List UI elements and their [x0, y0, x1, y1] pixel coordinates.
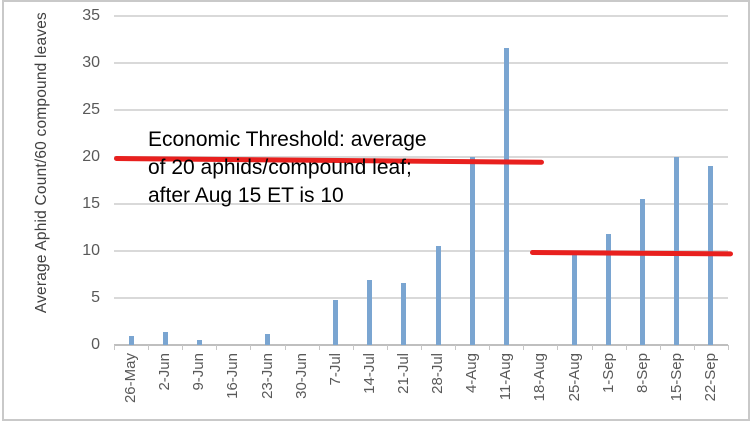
x-axis-tick	[489, 345, 491, 350]
x-axis-tick	[250, 345, 252, 350]
bar	[333, 299, 339, 345]
bar	[367, 280, 373, 345]
threshold-annotation: Economic Threshold: average of 20 aphids…	[148, 126, 427, 210]
x-tick-label: 1-Sep	[599, 353, 617, 394]
annotation-line-1: Economic Threshold: average	[148, 128, 427, 151]
x-axis-tick	[693, 345, 695, 350]
gridline	[114, 62, 728, 64]
x-axis-tick	[182, 345, 184, 350]
bar	[606, 234, 612, 345]
x-tick-label: 21-Jul	[394, 353, 412, 394]
x-axis-tick	[352, 345, 354, 350]
x-axis-tick	[625, 345, 627, 350]
x-tick-label: 15-Sep	[667, 353, 685, 402]
bar	[572, 252, 577, 345]
x-axis-tick	[421, 345, 422, 350]
annotation-line-3: after Aug 15 ET is 10	[148, 184, 344, 207]
bar	[401, 282, 407, 345]
economic-threshold-10	[530, 249, 734, 256]
x-tick-label: 30-Jun	[292, 353, 310, 399]
x-tick-label: 25-Aug	[565, 353, 583, 402]
y-tick-label: 15	[82, 195, 100, 212]
gridline	[114, 250, 728, 252]
y-tick-label: 35	[82, 7, 100, 24]
x-axis-tick	[591, 345, 593, 350]
gridline	[114, 15, 728, 17]
gridline	[114, 156, 728, 158]
x-tick-label: 4-Aug	[463, 353, 481, 394]
y-tick-label: 20	[82, 148, 100, 165]
y-tick-label: 0	[91, 336, 100, 353]
x-axis-tick	[216, 345, 218, 350]
y-tick-label: 30	[82, 54, 100, 71]
y-tick-label: 25	[82, 101, 100, 118]
bar	[435, 246, 441, 345]
x-tick-label: 23-Jun	[258, 353, 276, 399]
bar	[162, 331, 168, 345]
x-axis-tick	[284, 345, 286, 350]
x-tick-label: 16-Jun	[224, 353, 242, 399]
x-tick-label: 7-Jul	[326, 353, 344, 386]
x-tick-label: 26-May	[122, 353, 140, 404]
gridline	[114, 297, 728, 299]
x-axis-tick	[523, 345, 525, 350]
y-tick-label: 5	[91, 289, 100, 306]
x-axis-tick	[455, 345, 457, 350]
x-axis-tick	[148, 345, 150, 350]
x-tick-label: 9-Jun	[190, 353, 208, 391]
x-axis-tick	[659, 345, 661, 350]
bar	[469, 157, 475, 345]
x-axis-tick	[557, 345, 559, 350]
y-axis-title: Average Aphid Count/60 compound leaves	[33, 12, 50, 314]
x-tick-label: 11-Aug	[497, 353, 515, 401]
x-tick-label: 22-Sep	[701, 353, 719, 402]
x-axis-tick	[114, 345, 115, 350]
x-tick-label: 18-Aug	[531, 353, 549, 402]
bar	[640, 199, 646, 345]
x-axis-tick	[318, 345, 320, 350]
y-tick-label: 10	[82, 242, 100, 259]
x-axis-tick	[728, 345, 729, 350]
bar	[503, 47, 509, 345]
x-axis-tick	[386, 345, 388, 350]
bar	[196, 340, 202, 345]
x-tick-label: 2-Jun	[156, 353, 174, 391]
bar	[128, 335, 134, 345]
annotation-line-2: of 20 aphids/compound leaf;	[148, 156, 412, 179]
x-tick-label: 28-Jul	[429, 353, 447, 394]
x-tick-label: 8-Sep	[633, 353, 651, 394]
gridline	[114, 203, 728, 205]
x-tick-label: 14-Jul	[360, 353, 378, 394]
gridline	[114, 109, 728, 111]
bar	[265, 333, 270, 345]
